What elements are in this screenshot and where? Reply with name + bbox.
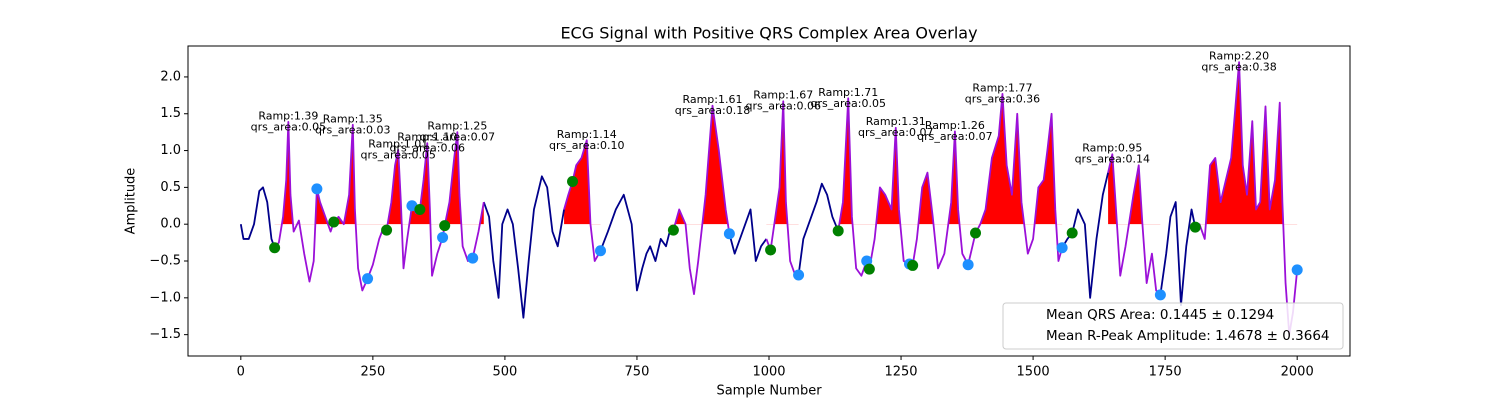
- peak-marker: [765, 244, 777, 256]
- annotation-text: qrs_area:0.05: [251, 120, 326, 133]
- peak-marker: [1154, 289, 1166, 301]
- legend-entry: Mean R-Peak Amplitude: 1.4678 ± 0.3664: [1046, 328, 1330, 344]
- x-tick-label: 750: [625, 365, 650, 380]
- peak-marker: [311, 183, 323, 195]
- peak-marker: [962, 259, 974, 271]
- x-tick-label: 1750: [1149, 365, 1182, 380]
- peak-marker: [793, 269, 805, 281]
- peak-marker: [1066, 227, 1078, 239]
- peak-marker: [863, 263, 875, 275]
- annotation-text: Ramp:1.26: [925, 119, 985, 132]
- peak-marker: [439, 220, 451, 232]
- x-tick-label: 1250: [884, 365, 917, 380]
- annotation-text: Ramp:1.25: [427, 120, 487, 133]
- annotation-text: qrs_area:0.07: [858, 126, 933, 139]
- peak-marker: [1189, 221, 1201, 233]
- peak-marker: [414, 203, 426, 215]
- annotation-text: qrs_area:0.06: [390, 142, 465, 155]
- annotation-text: Ramp:1.31: [866, 115, 926, 128]
- peak-marker: [467, 252, 479, 264]
- annotation-text: Ramp:1.77: [972, 81, 1032, 94]
- peak-marker: [1291, 264, 1303, 276]
- y-tick-label: 1.5: [160, 106, 181, 121]
- peak-marker: [1056, 242, 1068, 254]
- annotation-text: Ramp:1.71: [818, 86, 878, 99]
- x-tick-label: 1500: [1017, 365, 1050, 380]
- annotation-text: qrs_area:0.38: [1201, 61, 1276, 74]
- y-axis-label: Amplitude: [124, 168, 139, 235]
- annotation-text: Ramp:1.67: [753, 89, 813, 102]
- annotation-text: Ramp:1.39: [258, 109, 318, 122]
- annotation-text: qrs_area:0.07: [420, 131, 495, 144]
- peak-marker: [567, 175, 579, 187]
- annotation-text: Ramp:1.14: [557, 128, 617, 141]
- annotation-text: qrs_area:0.05: [360, 148, 435, 161]
- annotation-text: Ramp:1.01: [368, 137, 428, 150]
- x-tick-label: 250: [360, 365, 385, 380]
- peak-marker: [269, 242, 281, 254]
- qrs-area: [281, 62, 1284, 225]
- peak-marker: [381, 224, 393, 236]
- annotation-text: qrs_area:0.18: [675, 104, 750, 117]
- annotation-text: qrs_area:0.07: [917, 130, 992, 143]
- annotation-text: Ramp:1.10: [397, 131, 457, 144]
- annotation-text: qrs_area:0.14: [1075, 153, 1150, 166]
- annotation-text: qrs_area:0.06: [746, 100, 821, 113]
- annotation-text: Ramp:1.61: [682, 93, 742, 106]
- annotation-text: Ramp:0.95: [1082, 142, 1142, 155]
- x-tick-label: 1000: [752, 365, 785, 380]
- annotation-text: qrs_area:0.03: [315, 123, 390, 136]
- annotation-text: Ramp:1.35: [323, 112, 383, 125]
- y-tick-label: −1.5: [149, 327, 181, 342]
- y-tick-label: −0.5: [149, 254, 181, 269]
- x-tick-label: 500: [492, 365, 517, 380]
- peak-marker: [667, 224, 679, 236]
- peak-marker: [437, 231, 449, 243]
- x-tick-label: 0: [237, 365, 245, 380]
- peak-marker: [595, 245, 607, 257]
- legend-entry: Mean QRS Area: 0.1445 ± 0.1294: [1046, 307, 1274, 323]
- plot-frame: [187, 45, 1351, 357]
- annotation-text: qrs_area:0.05: [810, 97, 885, 110]
- y-tick-label: 0.5: [160, 180, 181, 195]
- x-tick-label: 2000: [1281, 365, 1314, 380]
- y-tick-label: 1.0: [160, 143, 181, 158]
- y-tick-label: 0.0: [160, 217, 181, 232]
- legend-box: [1002, 302, 1344, 350]
- chart-title: ECG Signal with Positive QRS Complex Are…: [560, 24, 977, 43]
- annotation-text: Ramp:2.20: [1209, 50, 1269, 63]
- peak-marker: [328, 216, 340, 228]
- annotation-text: qrs_area:0.36: [965, 92, 1040, 105]
- peak-marker: [362, 273, 374, 285]
- signal-line: [239, 172, 1197, 319]
- y-tick-label: −1.0: [149, 290, 181, 305]
- x-axis-label: Sample Number: [716, 384, 822, 399]
- peak-marker: [907, 259, 919, 271]
- annotation-text: qrs_area:0.10: [549, 139, 624, 152]
- peak-marker: [970, 227, 982, 239]
- y-tick-label: 2.0: [160, 69, 181, 84]
- peak-marker: [723, 228, 735, 240]
- peak-marker: [832, 225, 844, 237]
